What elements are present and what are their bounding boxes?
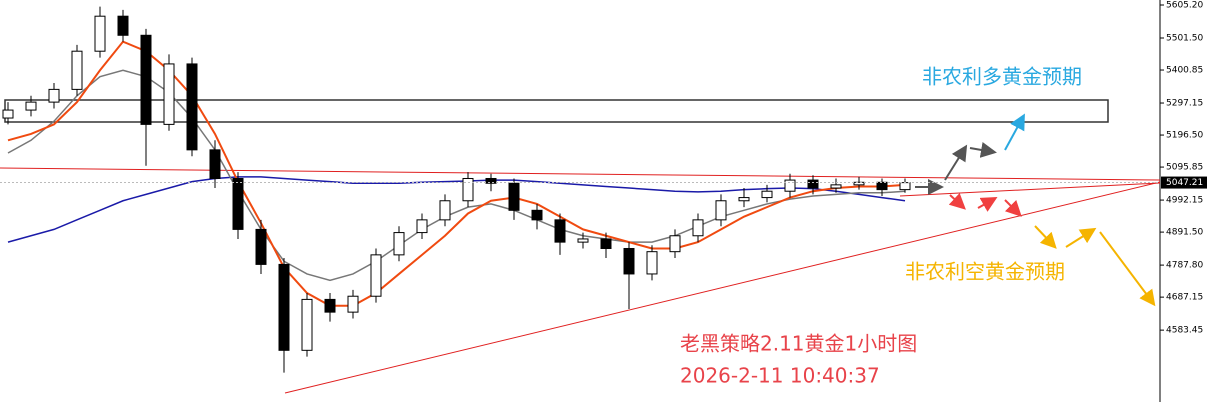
y-tick-label: 5196.50	[1166, 131, 1203, 141]
candle-body	[2, 109, 14, 119]
candle-body	[830, 184, 842, 189]
plot	[2, 6, 911, 373]
candle-body	[853, 181, 865, 186]
candle-body	[163, 63, 175, 125]
candle-body	[439, 200, 451, 221]
annotation: 非农利空黄金预期	[905, 260, 1065, 284]
candle-body	[48, 88, 60, 103]
indicator-line	[7, 69, 906, 282]
price-label: 5047.21	[1166, 178, 1203, 188]
y-tick-label: 5095.85	[1166, 163, 1203, 173]
trend-line	[899, 182, 1161, 197]
candle-body	[646, 251, 658, 275]
y-tick-label: 4583.45	[1166, 326, 1203, 336]
candle-body	[462, 177, 474, 202]
candle-body	[692, 219, 704, 237]
candle-body	[784, 179, 796, 192]
candle-body	[324, 298, 336, 313]
timestamp: 2026-2-11 10:40:37	[680, 364, 880, 388]
candle-body	[71, 50, 83, 90]
candle-body	[301, 298, 313, 351]
y-tick-label: 4891.50	[1166, 228, 1203, 238]
trend-line	[0, 167, 1161, 181]
candle-body	[577, 238, 589, 243]
candle-body	[370, 254, 382, 297]
candle-body	[531, 209, 543, 221]
y-tick-label: 4687.15	[1166, 293, 1203, 303]
candle-body	[761, 190, 773, 199]
y-tick-label: 5400.85	[1166, 66, 1203, 76]
candle-body	[25, 101, 37, 111]
candle-body	[669, 235, 681, 253]
y-tick-label: 4992.15	[1166, 196, 1203, 206]
candle-body	[94, 15, 106, 52]
candle-body	[209, 149, 221, 179]
arrows	[915, 113, 1156, 307]
candle-body	[140, 34, 152, 125]
candle-body	[416, 219, 428, 234]
candle-body	[278, 263, 290, 351]
y-tick-label: 5605.20	[1166, 0, 1203, 10]
candle-body	[899, 182, 911, 191]
candle-body	[600, 238, 612, 249]
candle-body	[715, 200, 727, 221]
y-tick-label: 5501.50	[1166, 33, 1203, 43]
candle-body	[117, 15, 129, 36]
candle-body	[255, 228, 267, 265]
candle-body	[738, 197, 750, 202]
indicator-line	[7, 40, 906, 307]
y-tick-label: 5297.15	[1166, 99, 1203, 109]
candle-body	[807, 179, 819, 189]
indicator-line	[7, 176, 906, 243]
caption: 老黑策略2.11黄金1小时图	[680, 332, 917, 356]
candle-body	[347, 295, 359, 313]
candle-body	[186, 63, 198, 151]
candle-body	[393, 232, 405, 256]
candle-body	[485, 177, 497, 184]
candle-body	[554, 219, 566, 243]
y-tick-label: 4787.80	[1166, 261, 1203, 271]
annotation: 非农利多黄金预期	[922, 65, 1082, 89]
candle-body	[876, 181, 888, 191]
candle-body	[508, 182, 520, 211]
candle-body	[232, 177, 244, 230]
trend-line	[284, 181, 1161, 394]
candle-body	[623, 247, 635, 275]
price-box	[1161, 176, 1207, 189]
